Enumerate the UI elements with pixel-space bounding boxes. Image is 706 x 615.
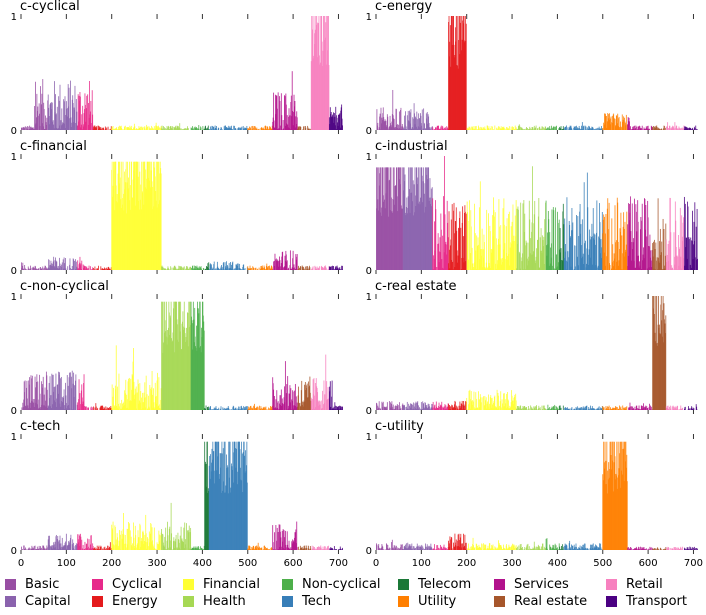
y-tick-label: 1 xyxy=(366,432,372,443)
y-tick-label: 0 xyxy=(366,546,372,557)
x-tick-label: 100 xyxy=(412,558,431,569)
x-tick-label: 400 xyxy=(548,558,567,569)
y-tick-label: 1 xyxy=(366,292,372,303)
legend-item: Energy xyxy=(92,594,158,609)
y-tick-label: 0 xyxy=(11,126,17,137)
legend-label: Cyclical xyxy=(112,577,162,592)
legend: Basic Capital Cyclical Energy Financial Healt… xyxy=(0,575,706,615)
x-tick-label: 200 xyxy=(102,558,121,569)
y-tick-label: 1 xyxy=(11,432,17,443)
panel: c-cyclical 0 1 xyxy=(11,0,343,137)
legend-label: Capital xyxy=(25,594,71,609)
panel-title: c-cyclical xyxy=(20,0,80,14)
legend-swatch xyxy=(92,579,103,590)
legend-swatch xyxy=(5,596,16,607)
legend-swatch xyxy=(5,579,16,590)
x-tick-label: 400 xyxy=(193,558,212,569)
panel: c-industrial 0 1 xyxy=(366,139,698,277)
panel-title: c-real estate xyxy=(375,279,457,294)
y-tick-label: 0 xyxy=(11,406,17,417)
panel: c-financial 0 1 xyxy=(11,139,343,277)
x-tick-label: 500 xyxy=(238,558,257,569)
legend-item: Capital xyxy=(5,594,71,609)
y-tick-label: 1 xyxy=(366,152,372,163)
y-tick-label: 0 xyxy=(366,406,372,417)
x-tick-label: 600 xyxy=(284,558,303,569)
x-tick-label: 300 xyxy=(148,558,167,569)
y-tick-label: 0 xyxy=(366,266,372,277)
panel-title: c-financial xyxy=(20,139,87,154)
y-tick-label: 0 xyxy=(11,266,17,277)
y-tick-label: 1 xyxy=(11,152,17,163)
y-tick-label: 1 xyxy=(11,12,17,23)
y-tick-label: 1 xyxy=(11,292,17,303)
figure: c-cyclical01c-energy01c-financial01c-ind… xyxy=(11,0,703,569)
panel: c-energy 0 1 xyxy=(366,0,698,137)
legend-item: Basic xyxy=(5,577,59,592)
x-tick-label: 700 xyxy=(684,558,703,569)
panel-title: c-tech xyxy=(20,419,60,434)
panel: c-tech 0 1 0 100 200 300 400 500 600 700 xyxy=(11,419,348,569)
panel-title: c-utility xyxy=(375,419,424,434)
x-tick-label: 100 xyxy=(57,558,76,569)
x-tick-label: 600 xyxy=(639,558,658,569)
x-tick-label: 0 xyxy=(373,558,379,569)
panel: c-non-cyclical 0 1 xyxy=(11,279,343,417)
y-tick-label: 0 xyxy=(366,126,372,137)
x-tick-label: 700 xyxy=(329,558,348,569)
legend-label: Energy xyxy=(112,594,158,609)
panel: c-real estate 0 1 xyxy=(366,279,698,417)
y-tick-label: 1 xyxy=(366,12,372,23)
x-tick-label: 500 xyxy=(593,558,612,569)
panel-title: c-non-cyclical xyxy=(20,279,109,294)
x-tick-label: 200 xyxy=(457,558,476,569)
x-tick-label: 0 xyxy=(18,558,24,569)
panel: c-utility 0 1 0 100 200 300 400 500 600 700 xyxy=(366,419,703,569)
legend-label: Basic xyxy=(25,577,60,592)
y-tick-label: 0 xyxy=(11,546,17,557)
legend-item: Cyclical xyxy=(92,577,162,592)
panel-title: c-industrial xyxy=(375,139,448,154)
x-tick-label: 300 xyxy=(503,558,522,569)
legend-swatch xyxy=(92,596,103,607)
panel-title: c-energy xyxy=(375,0,432,14)
